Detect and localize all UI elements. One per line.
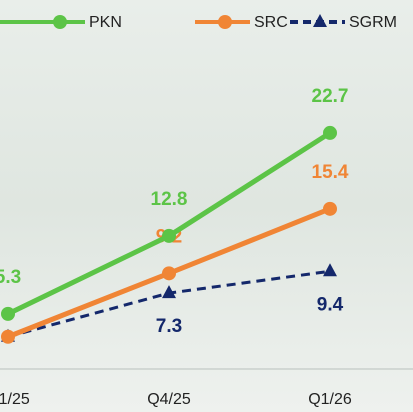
value-label: 7.3 bbox=[156, 316, 182, 337]
legend-marker bbox=[218, 15, 232, 29]
value-label: 9.4 bbox=[317, 294, 344, 315]
marker bbox=[323, 202, 337, 216]
legend-marker bbox=[53, 15, 67, 29]
marker bbox=[162, 266, 176, 280]
x-tick-label: Q1/26 bbox=[308, 391, 352, 408]
value-label: 15.4 bbox=[312, 162, 349, 183]
legend-label: SGRM bbox=[349, 14, 397, 31]
chart: PKNSRCSGRMQ1/25Q4/25Q1/267.39.49.215.45.… bbox=[0, 0, 413, 412]
marker bbox=[1, 330, 15, 344]
value-label: 12.8 bbox=[151, 189, 188, 210]
value-label: 22.7 bbox=[312, 86, 349, 107]
marker bbox=[323, 126, 337, 140]
marker bbox=[162, 229, 176, 243]
value-label: 5.3 bbox=[0, 267, 21, 288]
x-tick-label: Q1/25 bbox=[0, 391, 30, 408]
marker bbox=[1, 307, 15, 321]
x-tick-label: Q4/25 bbox=[147, 391, 191, 408]
legend-label: PKN bbox=[89, 14, 122, 31]
legend-label: SRC bbox=[254, 14, 288, 31]
background bbox=[0, 0, 413, 412]
